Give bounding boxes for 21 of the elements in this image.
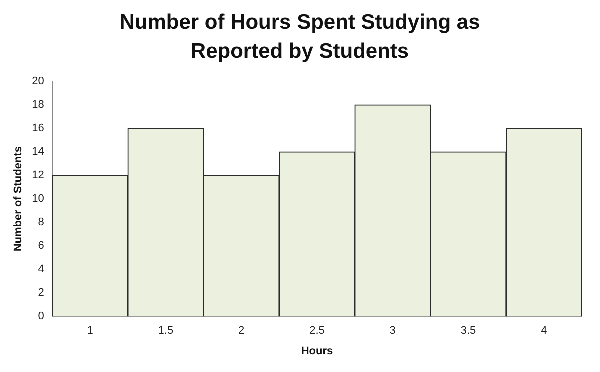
x-tick-label: 4 [541,325,548,338]
y-tick-label: 10 [32,193,44,206]
x-tick-label: 2.5 [310,325,325,338]
y-tick-label: 12 [32,170,44,182]
x-tick-label: 1.5 [158,325,174,338]
y-tick-label: 14 [32,146,44,158]
x-tick-label: 3.5 [460,325,476,338]
y-tick-label: 20 [32,76,44,88]
y-tick-label: 2 [38,287,44,300]
y-tick-label: 6 [38,240,44,252]
y-axis-title: Number of Students [12,146,25,252]
x-tick-label: 1 [87,325,94,338]
y-tick-label: 8 [38,216,44,229]
chart-title: Number of Hours Spent Studying as Reported by Students [118,10,482,65]
x-axis-title: Hours [301,345,334,358]
y-tick-label: 18 [32,99,44,112]
x-tick-label: 2 [238,325,245,338]
y-tick-label: 16 [32,122,44,135]
y-tick-label: 4 [38,264,44,276]
y-tick-label: 0 [38,310,44,323]
x-tick-label: 3 [390,325,396,338]
